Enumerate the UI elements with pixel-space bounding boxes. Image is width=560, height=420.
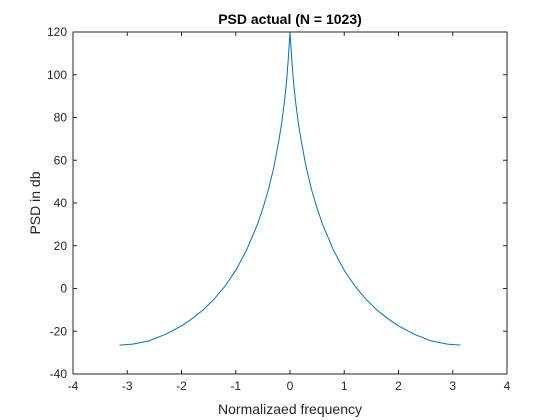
plot-box <box>72 31 508 375</box>
x-tick-label: 0 <box>287 379 294 393</box>
x-tick-label: 3 <box>449 379 456 393</box>
y-tick-label: -20 <box>50 324 68 338</box>
plot-background <box>73 32 507 374</box>
y-axis-label: PSD in db <box>27 171 43 234</box>
y-tick-label: -40 <box>50 367 68 381</box>
chart-title: PSD actual (N = 1023) <box>218 11 362 27</box>
x-tick-label: 2 <box>395 379 402 393</box>
x-tick-label: -3 <box>122 379 133 393</box>
x-tick-label: -4 <box>68 379 79 393</box>
y-tick-label: 0 <box>60 282 67 296</box>
x-tick-label: 4 <box>504 379 511 393</box>
y-tick-label: 100 <box>47 68 67 82</box>
x-axis-label: Normalizaed frequency <box>218 401 362 417</box>
y-tick-label: 120 <box>47 25 67 39</box>
y-tick-label: 40 <box>54 196 68 210</box>
y-tick-label: 20 <box>54 239 68 253</box>
x-tick-label: -2 <box>176 379 187 393</box>
y-tick-label: 60 <box>54 153 68 167</box>
x-tick-label: 1 <box>341 379 348 393</box>
y-tick-label: 80 <box>54 111 68 125</box>
x-tick-label: -1 <box>230 379 241 393</box>
